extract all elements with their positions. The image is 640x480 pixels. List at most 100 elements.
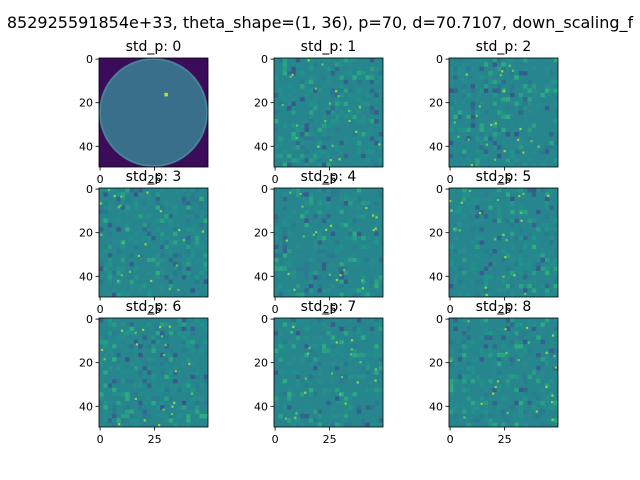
- noise-cell: [496, 275, 502, 280]
- noise-cell: [317, 145, 322, 150]
- noise-cell: [99, 253, 104, 258]
- noise-cell: [99, 279, 104, 284]
- noise-cell: [164, 339, 169, 345]
- noise-cell: [496, 409, 502, 414]
- noise-cell: [531, 322, 537, 327]
- noise-cell: [112, 387, 117, 393]
- noise-cell: [518, 322, 524, 327]
- noise-cell: [173, 387, 178, 393]
- noise-cell: [313, 158, 318, 163]
- noise-cell: [304, 136, 309, 141]
- noise-cell: [142, 413, 147, 419]
- noise-cell: [138, 361, 143, 366]
- noise-cell: [335, 326, 340, 332]
- noise-cell: [155, 339, 161, 345]
- noise-cell: [378, 192, 383, 197]
- noise-cell: [361, 153, 366, 159]
- noise-cell: [453, 361, 458, 366]
- speckle: [330, 372, 334, 375]
- noise-cell: [523, 409, 528, 414]
- noise-cell: [549, 235, 554, 241]
- noise-cell: [496, 145, 502, 150]
- noise-cell: [335, 97, 340, 102]
- noise-cell: [278, 339, 283, 345]
- noise-cell: [518, 405, 524, 410]
- noise-cell: [116, 249, 121, 254]
- noise-cell: [488, 110, 493, 115]
- noise-cell: [492, 262, 497, 267]
- noise-cell: [518, 227, 524, 232]
- noise-cell: [274, 244, 279, 250]
- noise-cell: [479, 379, 484, 384]
- speckle: [504, 328, 507, 331]
- noise-cell: [181, 196, 187, 202]
- noise-cell: [151, 374, 156, 380]
- noise-cell: [531, 92, 537, 98]
- noise-cell: [470, 400, 476, 406]
- noise-cell: [449, 326, 454, 332]
- noise-cell: [151, 383, 156, 388]
- noise-cell: [278, 253, 283, 258]
- noise-cell: [348, 62, 353, 67]
- noise-cell: [335, 279, 340, 284]
- noise-cell: [190, 379, 195, 384]
- noise-cell: [518, 283, 524, 289]
- noise-cell: [339, 209, 344, 215]
- noise-cell: [120, 387, 126, 393]
- noise-cell: [479, 279, 484, 284]
- noise-cell: [308, 58, 314, 63]
- noise-cell: [365, 422, 370, 427]
- noise-cell: [164, 396, 169, 401]
- noise-cell: [536, 209, 541, 215]
- noise-cell: [479, 396, 484, 401]
- noise-cell: [321, 392, 327, 397]
- noise-cell: [326, 136, 331, 141]
- noise-cell: [369, 149, 375, 154]
- noise-cell: [99, 387, 104, 393]
- noise-cell: [501, 101, 506, 106]
- noise-cell: [282, 205, 288, 210]
- noise-cell: [339, 240, 344, 245]
- noise-cell: [343, 235, 349, 241]
- noise-cell: [483, 331, 489, 336]
- noise-cell: [339, 71, 344, 76]
- noise-cell: [335, 365, 340, 371]
- speckle: [547, 194, 550, 197]
- noise-cell: [540, 132, 545, 137]
- noise-cell: [304, 227, 309, 232]
- noise-cell: [330, 344, 336, 349]
- noise-cell: [160, 270, 165, 276]
- noise-cell: [479, 270, 484, 276]
- noise-cell: [181, 270, 187, 276]
- noise-cell: [553, 257, 558, 263]
- noise-cell: [107, 322, 113, 327]
- noise-cell: [295, 62, 301, 67]
- noise-cell: [470, 266, 476, 271]
- noise-cell: [501, 249, 506, 254]
- noise-cell: [339, 352, 344, 358]
- noise-cell: [278, 58, 283, 63]
- panel-title: std_p: 8: [476, 299, 532, 315]
- noise-cell: [160, 383, 165, 388]
- noise-cell: [304, 253, 309, 258]
- noise-cell: [470, 253, 476, 258]
- noise-cell: [308, 257, 314, 263]
- noise-cell: [112, 339, 117, 345]
- noise-cell: [540, 253, 545, 258]
- speckle: [135, 343, 139, 346]
- speckle: [144, 243, 147, 246]
- noise-cell: [449, 409, 454, 414]
- noise-cell: [549, 348, 554, 353]
- noise-cell: [287, 153, 292, 159]
- noise-cell: [343, 153, 349, 159]
- noise-cell: [295, 218, 301, 223]
- noise-cell: [479, 405, 484, 410]
- noise-cell: [527, 283, 532, 289]
- noise-cell: [335, 318, 340, 323]
- noise-cell: [540, 396, 545, 401]
- noise-cell: [181, 249, 187, 254]
- noise-cell: [514, 158, 519, 163]
- noise-cell: [186, 227, 191, 232]
- noise-cell: [181, 405, 187, 410]
- noise-cell: [181, 322, 187, 327]
